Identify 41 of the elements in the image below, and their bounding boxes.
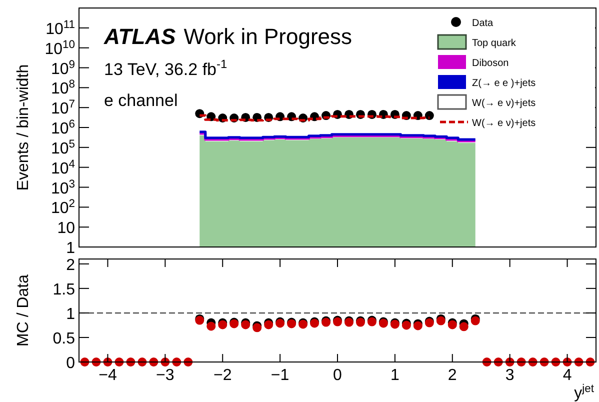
- x-tick-label: −2: [213, 367, 232, 384]
- y-tick-label: 10$^{7}$: [50, 98, 75, 118]
- y-tick-label: 10$^{11}$: [46, 18, 75, 38]
- y-tick-label: 10$^{3}$: [50, 178, 75, 198]
- y-tick-label: 2: [66, 256, 76, 274]
- annotation: 13 TeV, 36.2 fb$^{-1}$: [104, 57, 228, 79]
- y-tick-label: 10$^{5}$: [50, 138, 75, 158]
- x-tick-label: 2: [448, 367, 457, 384]
- x-tick-label: −1: [270, 367, 290, 384]
- y-tick-label: 0: [66, 355, 76, 372]
- y-tick-label: 1: [66, 240, 76, 257]
- y-tick-label: 10: [57, 220, 76, 238]
- y-tick-label: 10$^{9}$: [50, 58, 75, 78]
- legend-label: Top quark: [472, 38, 517, 49]
- y-tick-label: 1.5: [52, 281, 76, 298]
- legend-label: W(→ e ν)+jets: [472, 118, 536, 129]
- x-tick-label: 4: [562, 367, 572, 384]
- y-axis-title: MC / Data: [15, 274, 32, 347]
- y-tick-label: 0.5: [52, 330, 76, 348]
- x-tick-label: 3: [505, 367, 514, 384]
- legend-label: Diboson: [472, 58, 509, 69]
- y-axis-title: Events / bin-width: [15, 64, 32, 191]
- x-tick-label: −4: [98, 367, 117, 384]
- legend-label: Z(→ e e )+jets: [472, 78, 536, 89]
- y-tick-label: 10$^{6}$: [50, 118, 75, 138]
- point: [206, 322, 216, 331]
- x-axis-title: y$^{jet}$: [574, 383, 595, 402]
- y-tick-label: 10$^{10}$: [44, 38, 75, 58]
- y-tick-label: 10$^{4}$: [50, 158, 75, 178]
- legend-label: Data: [472, 18, 494, 29]
- point: [459, 322, 468, 332]
- annotation: ATLAS: [103, 24, 176, 49]
- annotation: e channel: [104, 91, 178, 110]
- x-tick-label: 0: [333, 367, 342, 384]
- y-tick-label: 1: [66, 306, 76, 323]
- annotation: Work in Progress: [184, 24, 352, 49]
- y-tick-label: 10$^{2}$: [50, 198, 75, 218]
- legend-label: W(→ e ν)+jets: [472, 98, 536, 109]
- x-tick-label: −3: [156, 367, 174, 384]
- y-tick-label: 10$^{8}$: [50, 78, 75, 98]
- x-tick-label: 1: [390, 367, 400, 384]
